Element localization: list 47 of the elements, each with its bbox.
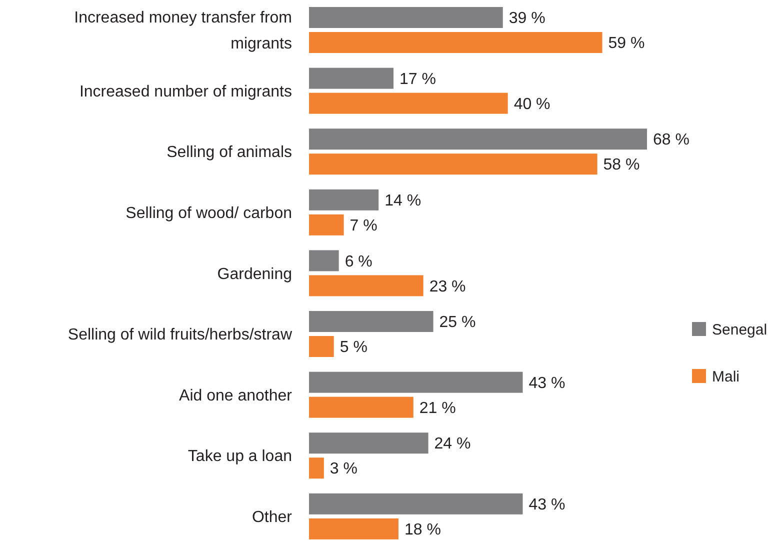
- bar: [309, 432, 428, 454]
- bar: [309, 68, 394, 89]
- data-label: 24 %: [434, 436, 471, 453]
- legend-label: Senegal: [712, 321, 768, 338]
- bar: [309, 250, 339, 272]
- y-tick-label: Increased number of migrants: [79, 83, 292, 100]
- data-label: 25 %: [439, 314, 476, 332]
- data-label: 39 %: [508, 10, 546, 28]
- data-label: 17 %: [400, 70, 436, 88]
- data-label: 18 %: [404, 522, 441, 538]
- bar: [309, 154, 598, 175]
- data-label: 14 %: [384, 192, 422, 210]
- bar: [309, 92, 508, 114]
- data-label: 21 %: [419, 400, 456, 417]
- bar: [309, 493, 523, 514]
- data-label: 59 %: [608, 35, 645, 52]
- data-label: 23 %: [429, 278, 466, 296]
- y-tick-label: Take up a loan: [188, 448, 292, 466]
- bar: [309, 32, 602, 53]
- data-label: 5 %: [340, 339, 368, 356]
- y-tick-label: Increased money transfer from migrants: [74, 10, 292, 53]
- y-tick-label: Gardening: [217, 266, 292, 283]
- bar: [309, 396, 414, 418]
- bar: [309, 458, 324, 479]
- data-label: 68 %: [653, 132, 690, 149]
- y-tick-label: Other: [252, 509, 293, 526]
- bar: [309, 518, 398, 540]
- data-label: 7 %: [350, 218, 378, 234]
- data-label: 6 %: [344, 253, 372, 270]
- y-tick-label: Selling of wild fruits/herbs/straw: [68, 326, 292, 344]
- legend-label: Mali: [712, 368, 740, 386]
- data-label: 43 %: [528, 374, 566, 392]
- bar: [309, 189, 379, 210]
- bar: [309, 372, 523, 393]
- bar: [309, 214, 344, 236]
- bar: [309, 128, 647, 150]
- y-tick-label: Selling of animals: [166, 144, 292, 162]
- data-label: 43 %: [528, 496, 566, 514]
- data-label: 58 %: [603, 156, 640, 174]
- bar: [309, 336, 334, 357]
- bar: [309, 275, 424, 296]
- bar: [309, 7, 503, 28]
- y-tick-label: Selling of wood/ carbon: [126, 205, 292, 222]
- data-label: 3 %: [330, 460, 358, 478]
- bar: [309, 311, 434, 332]
- data-label: 40 %: [514, 96, 550, 113]
- y-tick-label: Aid one another: [179, 387, 293, 404]
